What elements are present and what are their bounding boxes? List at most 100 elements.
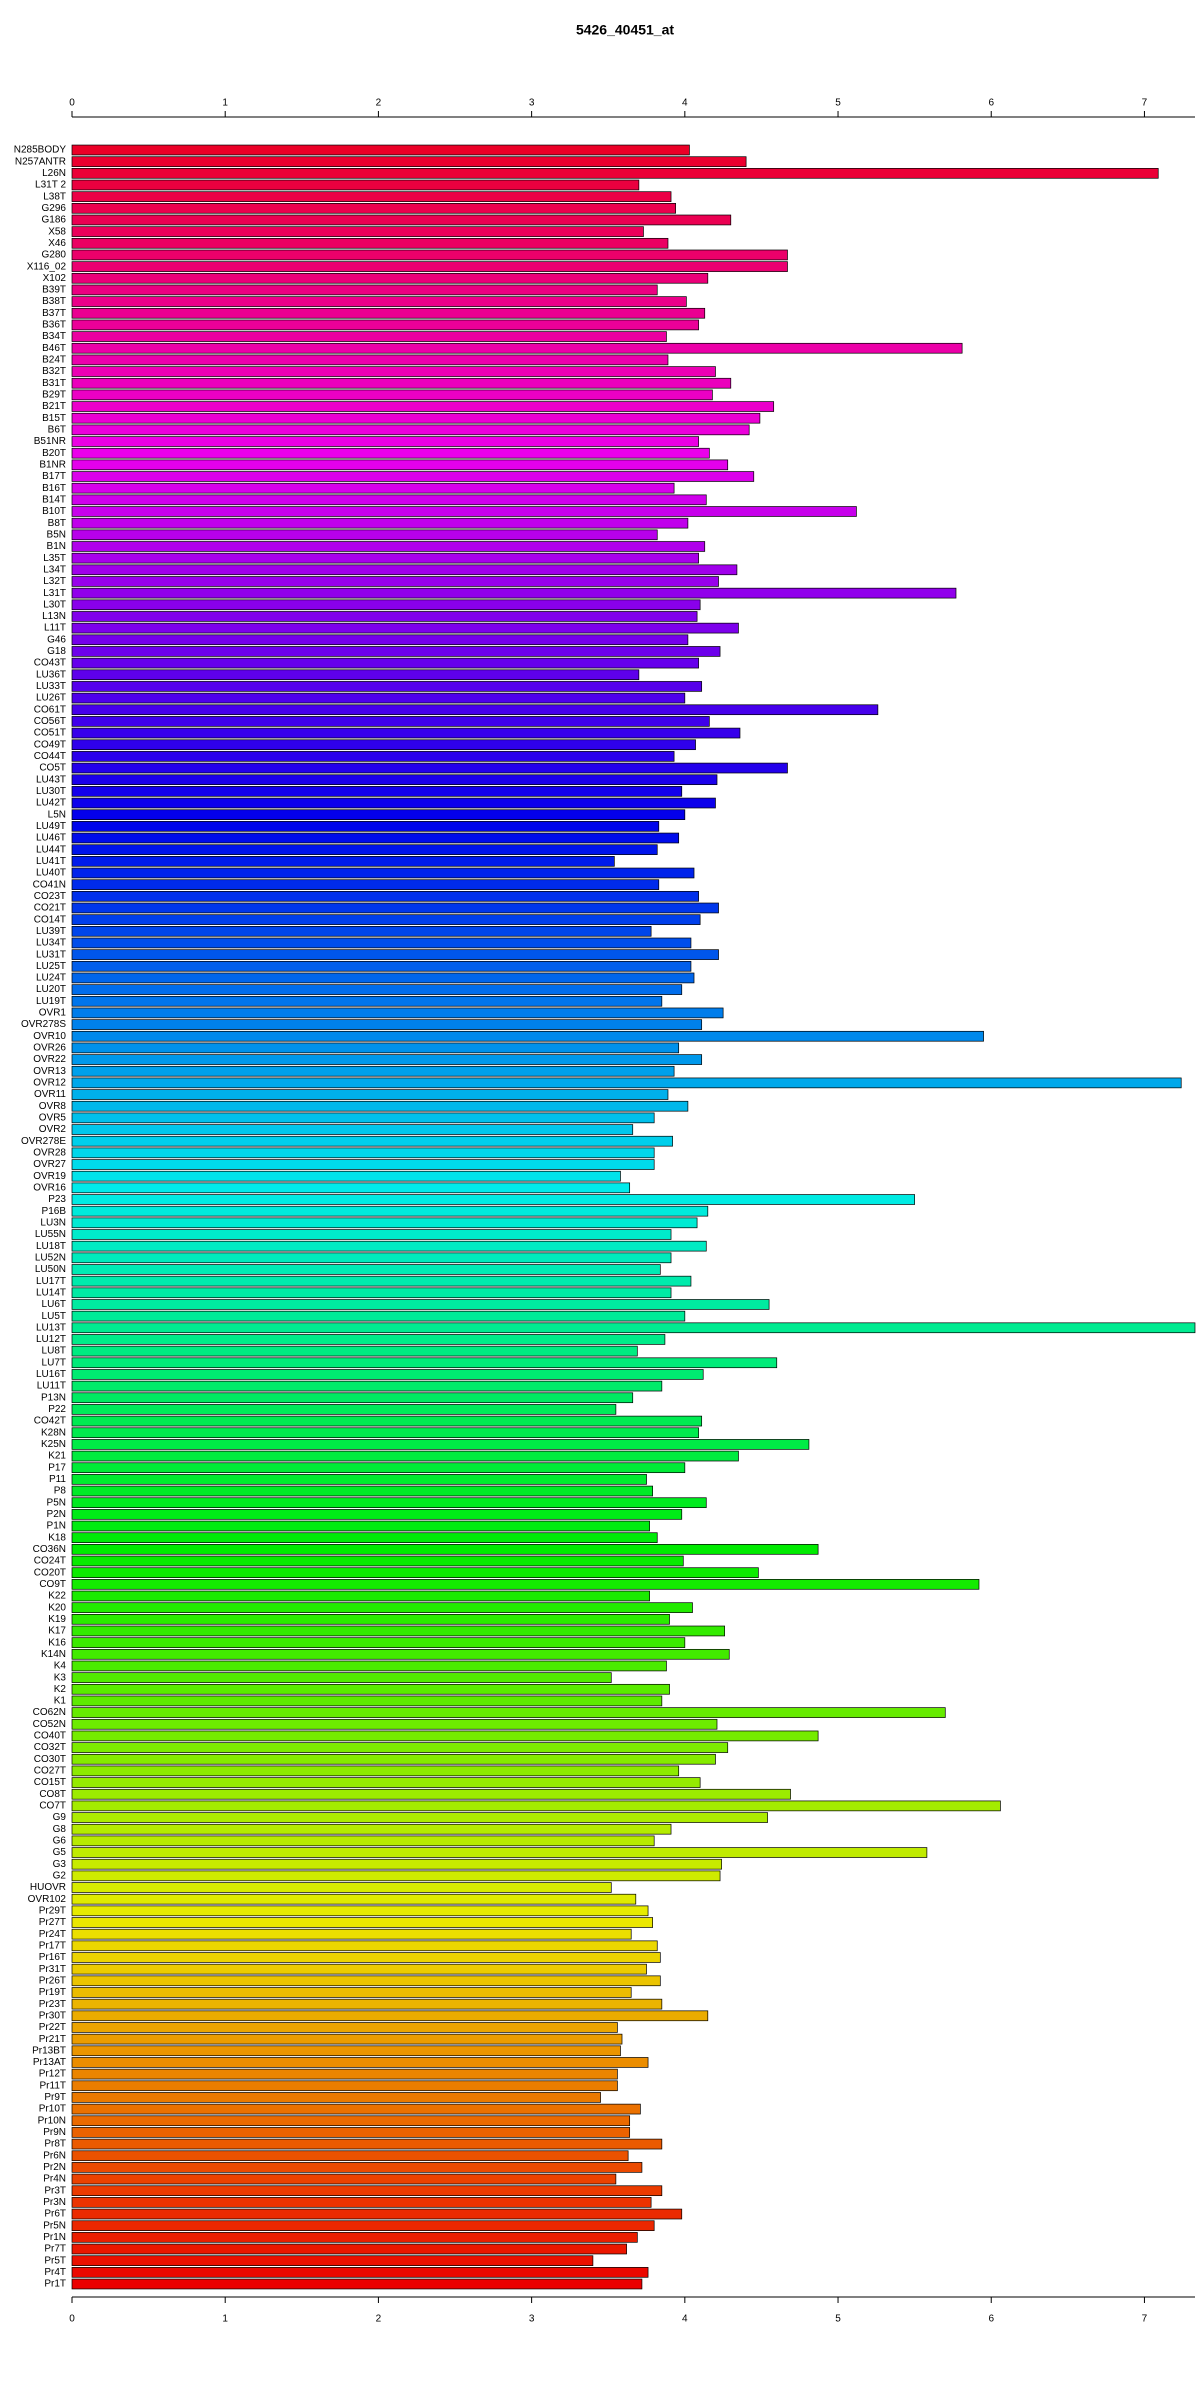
- y-tick-label: Pr3T: [44, 2185, 66, 2196]
- bar: [71, 1823, 672, 1835]
- bar: [71, 2010, 709, 2022]
- y-tick-label: Pr24T: [39, 1929, 66, 1940]
- bar: [71, 1625, 726, 1637]
- y-tick-label: CO43T: [34, 658, 66, 669]
- y-tick-label: HUOVR: [30, 1882, 66, 1893]
- y-tick-label: X46: [48, 238, 66, 249]
- bar: [71, 564, 738, 576]
- bar: [71, 168, 1159, 179]
- bar: [71, 1544, 819, 1555]
- y-tick-label: LU13T: [36, 1322, 66, 1333]
- bar: [71, 1987, 632, 1998]
- bar: [71, 576, 719, 587]
- y-tick-label: LU19T: [36, 996, 66, 1007]
- bar: [71, 1042, 680, 1054]
- y-tick-label: LU33T: [36, 681, 66, 692]
- y-tick-label: LU16T: [36, 1369, 66, 1380]
- bar: [71, 2127, 631, 2138]
- y-tick-label: Pr22T: [39, 2022, 66, 2033]
- bar: [71, 2208, 683, 2220]
- y-tick-label: Pr31T: [39, 1964, 66, 1975]
- bar: [71, 436, 699, 447]
- y-tick-label: L30T: [43, 599, 66, 610]
- bar: [71, 471, 755, 482]
- x-tick-label: 1: [222, 98, 228, 109]
- y-tick-label: B39T: [42, 285, 66, 296]
- bar: [71, 1497, 707, 1509]
- y-tick-label: CO52N: [33, 1719, 66, 1730]
- y-tick-label: OVR1: [39, 1008, 67, 1019]
- bar: [71, 1310, 686, 1322]
- bar: [71, 1439, 810, 1450]
- y-tick-label: P11: [49, 1474, 66, 1485]
- y-tick-label: Pr26T: [39, 1975, 66, 1986]
- bar: [71, 529, 658, 541]
- bar: [71, 622, 739, 634]
- bar: [71, 1345, 638, 1357]
- y-tick-label: K19: [48, 1614, 66, 1625]
- y-tick-label: K2: [54, 1684, 67, 1695]
- bar: [71, 1579, 980, 1590]
- y-tick-label: G2: [53, 1870, 67, 1881]
- bar: [71, 1858, 722, 1870]
- y-tick-label: OVR12: [33, 1078, 66, 1089]
- bar: [71, 832, 680, 844]
- bar: [71, 1404, 617, 1415]
- bar: [71, 1847, 928, 1858]
- bar: [71, 879, 660, 890]
- y-tick-label: LU30T: [36, 786, 66, 797]
- y-tick-label: B24T: [42, 355, 66, 366]
- y-tick-label: LU50N: [35, 1264, 66, 1275]
- bar: [71, 482, 675, 494]
- bar: [71, 249, 788, 261]
- bar: [71, 1112, 655, 1124]
- bar: [71, 1707, 946, 1718]
- y-tick-label: Pr4N: [43, 2174, 66, 2185]
- bar: [71, 2243, 627, 2255]
- y-tick-label: Pr13AT: [33, 2057, 66, 2068]
- y-tick-label: Pr23T: [39, 1999, 66, 2010]
- y-tick-label: G5: [53, 1847, 67, 1858]
- bar: [71, 284, 658, 296]
- y-tick-label: OVR26: [33, 1043, 66, 1054]
- y-tick-label: K20: [48, 1602, 66, 1613]
- bar: [71, 1567, 759, 1578]
- y-tick-label: P17: [48, 1462, 66, 1473]
- bar: [71, 634, 689, 646]
- bar: [71, 1322, 1196, 1334]
- x-tick-label: 0: [69, 2314, 75, 2325]
- bar: [71, 902, 719, 914]
- bar: [71, 611, 698, 622]
- bar: [71, 1870, 721, 1882]
- bar: [71, 1089, 669, 1100]
- bar: [71, 203, 676, 214]
- y-tick-label: Pr12T: [39, 2069, 66, 2080]
- y-tick-label: CO42T: [34, 1416, 66, 1427]
- x-tick-label: 5: [835, 2314, 841, 2325]
- bar: [71, 1648, 730, 1660]
- y-tick-label: L35T: [43, 553, 66, 564]
- bar: [71, 716, 710, 727]
- y-tick-label: K25N: [41, 1439, 66, 1450]
- bar: [71, 727, 741, 739]
- x-tick-label: 3: [529, 2314, 535, 2325]
- y-tick-label: B17T: [42, 471, 66, 482]
- y-tick-label: LU26T: [36, 693, 66, 704]
- bar: [71, 786, 683, 797]
- y-tick-label: CO7T: [39, 1801, 66, 1812]
- y-tick-label: G46: [47, 634, 66, 645]
- y-tick-label: K4: [54, 1661, 67, 1672]
- bar: [71, 1730, 819, 1742]
- y-tick-label: CO41N: [33, 879, 66, 890]
- y-tick-label: L13N: [42, 611, 66, 622]
- y-tick-label: CO24T: [34, 1556, 66, 1567]
- bar: [71, 1963, 647, 1975]
- x-tick-label: 2: [376, 2314, 382, 2325]
- bar: [71, 2057, 649, 2068]
- bar: [71, 1660, 667, 1672]
- bar: [71, 1030, 984, 1042]
- y-tick-label: K14N: [41, 1649, 66, 1660]
- bar: [71, 1147, 655, 1159]
- y-tick-label: LU52N: [35, 1252, 66, 1263]
